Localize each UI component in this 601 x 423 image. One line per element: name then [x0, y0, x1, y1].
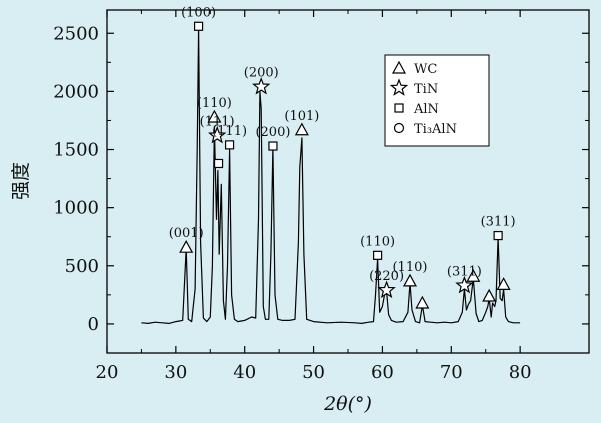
peak-label: (100) — [181, 5, 216, 20]
peak-marker-star — [208, 125, 227, 144]
peak-marker-star — [251, 77, 271, 95]
peak-label: (110) — [360, 234, 395, 249]
x-tick-label: 60 — [371, 362, 394, 383]
x-tick-label: 70 — [440, 362, 463, 383]
x-tick-label: 30 — [164, 362, 187, 383]
legend-marker-circle — [393, 122, 405, 134]
legend-marker-triangle — [391, 60, 407, 74]
peak-marker-star — [377, 280, 396, 299]
peak-label: (311) — [447, 265, 482, 280]
axis-tick-labels: 20 30 40 50 60 70 80 0 500 1000 1500 2000 2500 — [53, 23, 531, 383]
peak-label: (001) — [169, 226, 204, 241]
peak-marker-star — [455, 275, 474, 294]
peak-labels: (001)(100)(110)(111)(111)(200)(200)(101)… — [169, 5, 516, 284]
y-tick-label: 0 — [88, 314, 99, 335]
peak-label: (110) — [197, 96, 232, 111]
legend: WC TiN AlN Ti₃AlN — [384, 54, 490, 147]
peak-marker-triangle — [482, 288, 497, 302]
y-tick-label: 2000 — [53, 81, 99, 102]
legend-label: AlN — [413, 102, 439, 117]
peak-marker-triangle — [466, 269, 481, 282]
y-tick-label: 500 — [65, 256, 99, 277]
plot-frame — [106, 9, 590, 354]
peak-marker-square — [373, 250, 383, 260]
peak-marker-square — [213, 158, 224, 169]
x-tick-label: 20 — [96, 362, 119, 383]
peak-label: (111) — [200, 115, 235, 130]
legend-label: Ti₃AlN — [414, 122, 457, 137]
peak-marker-triangle — [496, 277, 511, 290]
x-tick-label: 40 — [233, 362, 256, 383]
legend-label: WC — [414, 62, 437, 77]
peak-marker-square — [193, 21, 204, 31]
peak-marker-square — [493, 230, 503, 241]
legend-marker-square — [394, 103, 404, 113]
x-axis-title: 2θ(°) — [323, 393, 372, 415]
x-tick-label: 50 — [302, 362, 325, 383]
peak-marker-triangle — [415, 295, 430, 309]
peak-label: (111) — [212, 124, 247, 139]
peak-label: (220) — [369, 269, 404, 284]
y-tick-label: 1500 — [53, 140, 99, 161]
peak-marker-triangle — [207, 109, 222, 123]
legend-marker-star — [389, 78, 409, 96]
peak-label: (311) — [481, 215, 516, 230]
peak-marker-triangle — [294, 122, 309, 136]
peak-label: (200) — [255, 125, 290, 140]
peak-label: (200) — [244, 66, 279, 81]
y-axis-title: 强度 — [10, 162, 32, 200]
peak-marker-square — [268, 141, 278, 151]
y-tick-label: 2500 — [53, 23, 99, 44]
peak-marker-triangle — [179, 239, 194, 253]
peak-label: (101) — [284, 109, 319, 124]
x-tick-label: 80 — [509, 362, 532, 383]
peak-label: (110) — [392, 260, 427, 275]
legend-label: TiN — [414, 82, 438, 97]
xrd-series-line — [141, 28, 521, 324]
y-tick-label: 1000 — [53, 198, 99, 219]
legend-items: WC TiN AlN Ti₃AlN — [389, 60, 457, 137]
axis-ticks — [106, 10, 589, 353]
peak-marker-triangle — [402, 273, 417, 287]
peak-markers — [179, 21, 511, 309]
peak-marker-square — [224, 140, 235, 150]
